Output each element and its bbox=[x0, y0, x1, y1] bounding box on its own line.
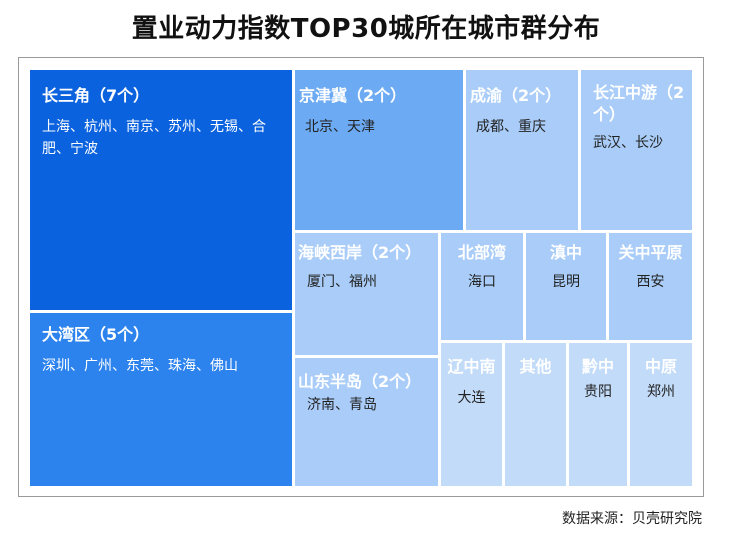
cell-name-label: 长三角（7个） bbox=[42, 86, 150, 105]
cell-name-label: 长江中游（2个） bbox=[593, 83, 685, 124]
cell-cities-label: 大连 bbox=[457, 390, 486, 406]
cell-name-label: 山东半岛（2个） bbox=[298, 372, 422, 391]
cell-name-label: 其他 bbox=[519, 357, 552, 376]
cell-cities-label: 西安 bbox=[636, 274, 665, 290]
cell-cities-label: 成都、重庆 bbox=[476, 119, 546, 135]
cell-name-label: 海峡西岸（2个） bbox=[298, 243, 422, 262]
cell-name-label: 中原 bbox=[644, 357, 677, 376]
cell-cities-label: 贵阳 bbox=[584, 384, 612, 400]
cell-name-label: 北部湾 bbox=[457, 243, 506, 262]
cell-cities-label: 济南、青岛 bbox=[307, 397, 377, 413]
chart-title: 置业动力指数TOP30城所在城市群分布 bbox=[131, 14, 601, 44]
cell-name-label: 关中平原 bbox=[618, 243, 683, 262]
cell-cities-label: 武汉、长沙 bbox=[593, 135, 663, 151]
treemap-cell: 中原 郑州 bbox=[630, 343, 692, 486]
treemap-cell: 长三角（7个） 上海、杭州、南京、苏州、无锡、合肥、宁波 bbox=[30, 70, 292, 310]
cell-cities-label: 海口 bbox=[468, 274, 496, 290]
treemap-cell: 山东半岛（2个） 济南、青岛 bbox=[295, 358, 438, 486]
cell-cities-label: 上海、杭州、南京、苏州、无锡、合肥、宁波 bbox=[42, 119, 266, 157]
treemap-cell: 北部湾 海口 bbox=[441, 233, 523, 340]
cell-name-label: 黔中 bbox=[581, 357, 614, 376]
cell-name-label: 成渝（2个） bbox=[470, 86, 562, 105]
cell-name-label: 滇中 bbox=[549, 243, 582, 262]
treemap-cell: 滇中 昆明 bbox=[526, 233, 606, 340]
treemap-cell: 成渝（2个） 成都、重庆 bbox=[466, 70, 578, 230]
treemap-cell: 海峡西岸（2个） 厦门、福州 bbox=[295, 233, 438, 355]
cell-name-label: 大湾区（5个） bbox=[42, 325, 150, 344]
cell-cities-label: 昆明 bbox=[552, 274, 580, 290]
treemap-cell: 大湾区（5个） 深圳、广州、东莞、珠海、佛山 bbox=[30, 313, 292, 486]
cell-name-label: 京津冀（2个） bbox=[299, 86, 407, 105]
cell-cities-label: 北京、天津 bbox=[305, 119, 375, 135]
cell-cities-label: 深圳、广州、东莞、珠海、佛山 bbox=[42, 358, 238, 374]
cell-name-label: 辽中南 bbox=[447, 357, 496, 376]
source-note: 数据来源：贝壳研究院 bbox=[562, 511, 702, 527]
treemap-cell: 长江中游（2个） 武汉、长沙 bbox=[581, 70, 692, 230]
treemap-cell: 辽中南 大连 bbox=[441, 343, 502, 486]
treemap-cell: 关中平原 西安 bbox=[609, 233, 692, 340]
treemap-cell: 黔中 贵阳 bbox=[569, 343, 627, 486]
cell-cities-label: 郑州 bbox=[647, 384, 675, 400]
cell-cities-label: 厦门、福州 bbox=[307, 274, 377, 290]
treemap-cell: 京津冀（2个） 北京、天津 bbox=[295, 70, 463, 230]
treemap-cell: 其他 bbox=[505, 343, 566, 486]
